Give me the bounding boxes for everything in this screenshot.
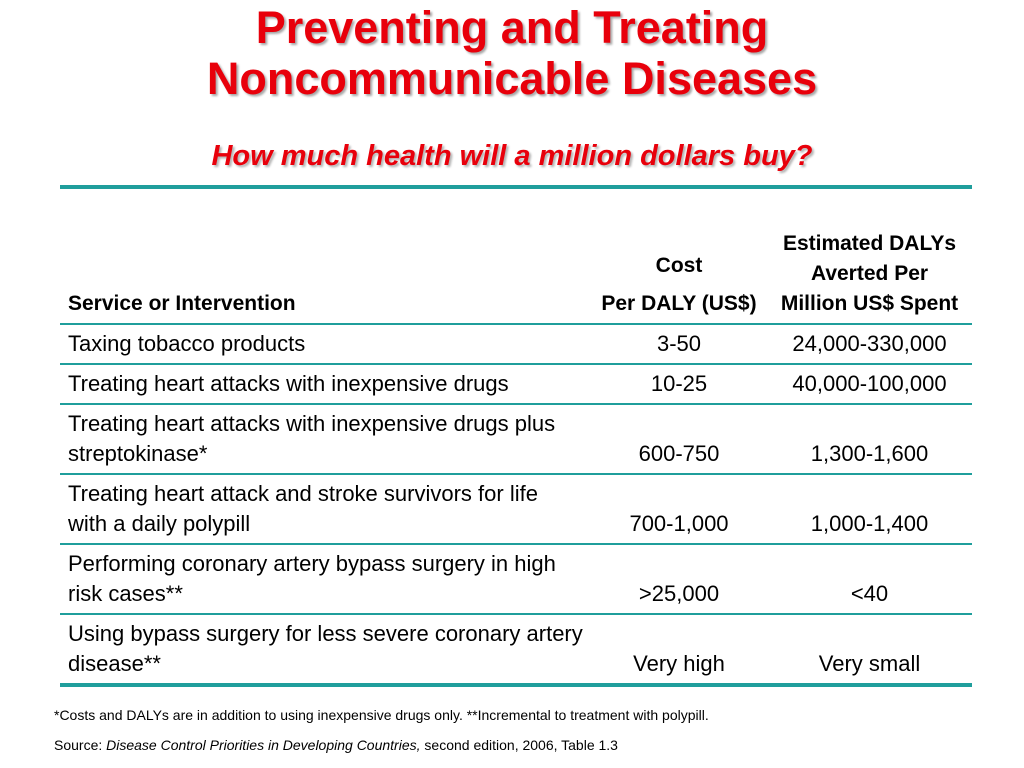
cell-service: Treating heart attacks with inexpensive …	[60, 364, 591, 405]
cell-service: Performing coronary artery bypass surger…	[60, 544, 591, 615]
cell-cost: >25,000	[591, 544, 767, 615]
cell-cost: 10-25	[591, 364, 767, 405]
title-line-2: Noncommunicable Diseases	[206, 53, 818, 104]
cell-service: Taxing tobacco products	[60, 324, 591, 365]
table-row: Performing coronary artery bypass surger…	[60, 544, 972, 615]
cell-dalys: Very small	[818, 651, 921, 676]
cell-dalys: 24,000-330,000	[767, 324, 972, 365]
cell-dalys: 40,000-100,000	[767, 364, 972, 405]
cell-cost: 600-750	[591, 404, 767, 475]
source-title: Disease Control Priorities in Developing…	[106, 737, 421, 753]
header-cost-line-2: Per DALY (US$)	[601, 292, 757, 315]
header-cost-line-1: Cost	[655, 254, 703, 277]
cell-dalys: <40	[767, 544, 972, 615]
source-suffix: second edition, 2006, Table 1.3	[420, 737, 618, 753]
table-row: Treating heart attacks with inexpensive …	[60, 364, 972, 405]
header-dalys: Estimated DALYs Averted Per Million US$ …	[767, 187, 972, 325]
footnote: *Costs and DALYs are in addition to usin…	[54, 707, 709, 723]
cell-service: Treating heart attacks with inexpensive …	[60, 404, 591, 475]
source-prefix: Source:	[54, 737, 107, 753]
cell-cost: Very high	[633, 651, 725, 676]
interventions-table: Service or Intervention Cost Per DALY (U…	[60, 185, 972, 687]
cell-cost: 3-50	[591, 324, 767, 365]
header-cost: Cost Per DALY (US$)	[591, 187, 767, 325]
cell-service: Using bypass surgery for less severe cor…	[68, 621, 583, 676]
slide-subtitle: How much health will a million dollars b…	[211, 140, 813, 172]
cell-dalys: 1,300-1,600	[767, 404, 972, 475]
table-row: Taxing tobacco products 3-50 24,000-330,…	[60, 324, 972, 365]
table-row: Treating heart attack and stroke survivo…	[60, 474, 972, 545]
cell-service: Treating heart attack and stroke survivo…	[60, 474, 591, 545]
title-line-1: Preventing and Treating	[255, 2, 769, 53]
cell-cost: 700-1,000	[591, 474, 767, 545]
table-row: Using bypass surgery for less severe cor…	[60, 614, 972, 685]
slide-title: Preventing and Treating Noncommunicable …	[0, 2, 1024, 104]
cell-dalys: 1,000-1,400	[767, 474, 972, 545]
table-row: Treating heart attacks with inexpensive …	[60, 404, 972, 475]
source-citation: Source: Disease Control Priorities in De…	[54, 736, 618, 754]
header-service: Service or Intervention	[60, 187, 591, 325]
table-header-row: Service or Intervention Cost Per DALY (U…	[60, 187, 972, 325]
